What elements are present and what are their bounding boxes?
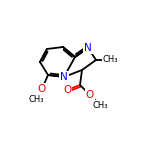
Text: O: O (63, 85, 71, 95)
Text: N: N (84, 43, 92, 53)
Text: CH₃: CH₃ (102, 55, 118, 64)
Text: O: O (86, 90, 94, 100)
Text: N: N (60, 72, 68, 82)
Text: CH₃: CH₃ (28, 95, 44, 105)
Text: CH₃: CH₃ (92, 100, 108, 109)
Text: O: O (38, 84, 46, 94)
